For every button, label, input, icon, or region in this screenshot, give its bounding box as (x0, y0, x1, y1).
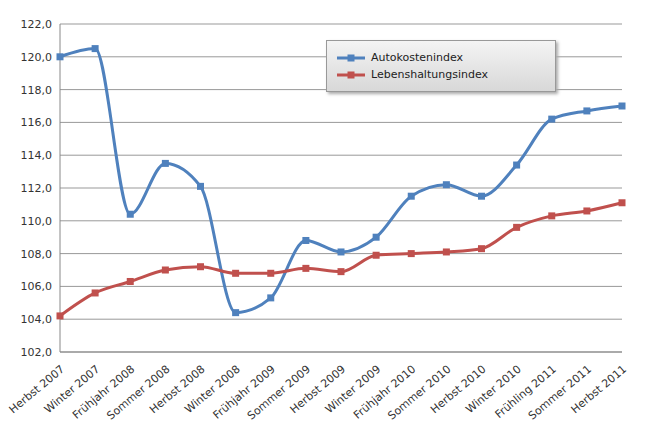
svg-text:Sommer 2011: Sommer 2011 (525, 362, 594, 423)
svg-text:114,0: 114,0 (21, 149, 53, 162)
svg-text:108,0: 108,0 (21, 248, 53, 261)
svg-text:106,0: 106,0 (21, 280, 53, 293)
svg-text:Herbst 2011: Herbst 2011 (569, 362, 630, 416)
svg-text:104,0: 104,0 (21, 313, 53, 326)
svg-text:Frühjahr 2010: Frühjahr 2010 (351, 362, 419, 422)
svg-text:122,0: 122,0 (21, 18, 53, 31)
svg-text:Sommer 2008: Sommer 2008 (104, 362, 173, 423)
html-text:Lebenshaltungsindex: Lebenshaltungsindex (371, 68, 488, 81)
svg-text:Frühjahr 2008: Frühjahr 2008 (70, 362, 138, 422)
svg-text:Winter 2007: Winter 2007 (41, 362, 103, 416)
svg-text:102,0: 102,0 (21, 346, 53, 359)
svg-text:Herbst 2010: Herbst 2010 (428, 362, 489, 417)
svg-text:Frühjahr 2009: Frühjahr 2009 (210, 362, 278, 422)
html-text:Autokostenindex: Autokostenindex (371, 51, 464, 64)
svg-text:Sommer 2009: Sommer 2009 (244, 362, 313, 423)
svg-text:118,0: 118,0 (21, 84, 53, 97)
svg-text:Winter 2009: Winter 2009 (322, 362, 384, 416)
svg-text:Winter 2008: Winter 2008 (182, 362, 243, 416)
svg-text:Herbst 2008: Herbst 2008 (147, 362, 208, 417)
svg-text:Sommer 2010: Sommer 2010 (385, 362, 454, 423)
svg-text:120,0: 120,0 (21, 51, 53, 64)
svg-text:Herbst 2009: Herbst 2009 (287, 362, 349, 417)
svg-text:116,0: 116,0 (21, 116, 53, 129)
svg-text:112,0: 112,0 (21, 182, 53, 195)
svg-text:110,0: 110,0 (21, 215, 53, 228)
svg-text:Winter 2010: Winter 2010 (463, 362, 524, 416)
svg-text:Frühling 2011: Frühling 2011 (492, 362, 559, 421)
